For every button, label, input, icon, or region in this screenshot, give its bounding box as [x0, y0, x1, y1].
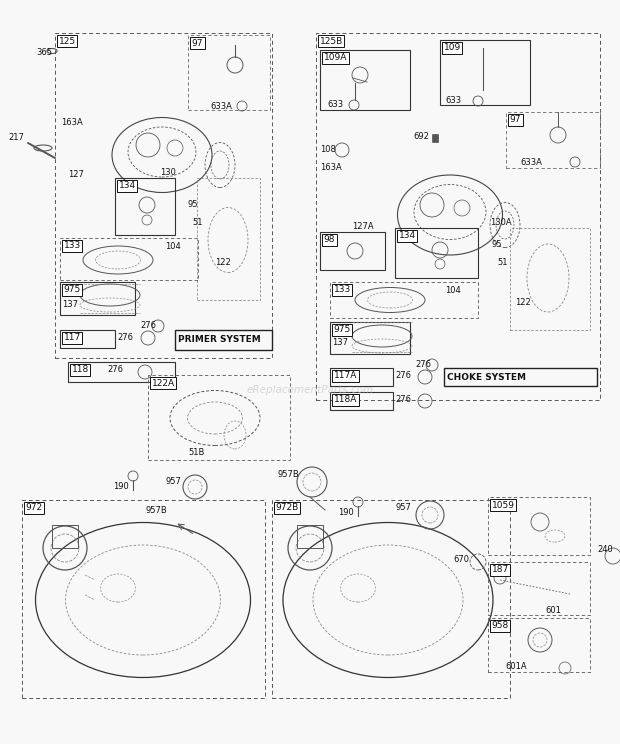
Bar [395, 228, 478, 278]
Text: 692: 692 [413, 132, 429, 141]
Text: 51B: 51B [188, 448, 205, 457]
Text: eReplacementParts.com: eReplacementParts.com [246, 385, 374, 395]
Text: 276: 276 [140, 321, 156, 330]
Bar [60, 282, 135, 315]
Text: 276: 276 [395, 371, 411, 380]
Bar [330, 322, 410, 354]
Text: 117A: 117A [334, 371, 357, 380]
Bar [115, 178, 175, 235]
Bar [68, 362, 175, 382]
Text: 958: 958 [492, 621, 509, 630]
Text: 975: 975 [334, 326, 351, 335]
Text: 975: 975 [63, 286, 81, 295]
Text: 125B: 125B [319, 36, 343, 45]
Text: 670: 670 [453, 555, 469, 564]
Text: 104: 104 [165, 242, 181, 251]
Text: 137: 137 [332, 338, 348, 347]
Text: 187: 187 [492, 565, 509, 574]
Text: 633: 633 [445, 96, 461, 105]
Text: 95: 95 [187, 200, 198, 209]
Text: 633: 633 [327, 100, 343, 109]
Bar [506, 112, 600, 168]
Text: 104: 104 [445, 286, 461, 295]
Bar [60, 330, 115, 348]
Bar [444, 368, 597, 386]
Bar [320, 50, 410, 110]
Text: 117: 117 [63, 333, 81, 342]
Bar [488, 497, 590, 555]
Text: 97: 97 [510, 115, 521, 124]
Bar [320, 232, 385, 270]
Text: 365: 365 [36, 48, 52, 57]
Bar [330, 368, 393, 386]
Text: 633A: 633A [520, 158, 542, 167]
Text: 122: 122 [515, 298, 531, 307]
Bar [148, 375, 290, 460]
Text: 276: 276 [395, 395, 411, 404]
Text: 134: 134 [118, 182, 136, 190]
Text: 190: 190 [338, 508, 354, 517]
Text: 276: 276 [107, 365, 123, 374]
Bar [272, 500, 510, 698]
Text: 133: 133 [63, 242, 81, 251]
Text: 190: 190 [113, 482, 129, 491]
Text: 633A: 633A [210, 102, 232, 111]
Text: 163A: 163A [320, 163, 342, 172]
Text: 133: 133 [334, 286, 351, 295]
Text: 957B: 957B [278, 470, 299, 479]
Text: 122: 122 [215, 258, 231, 267]
Text: 109: 109 [443, 43, 461, 53]
Bar [22, 500, 265, 698]
Text: 957: 957 [395, 503, 411, 512]
Text: 601A: 601A [505, 662, 526, 671]
Text: 125: 125 [58, 36, 76, 45]
Bar [330, 392, 393, 410]
Text: 163A: 163A [61, 118, 82, 127]
Text: 130A: 130A [490, 218, 511, 227]
Text: 276: 276 [415, 360, 431, 369]
Bar [316, 33, 600, 400]
Text: 122A: 122A [151, 379, 175, 388]
Bar [55, 33, 272, 358]
Text: 51: 51 [497, 258, 508, 267]
Text: 240: 240 [597, 545, 613, 554]
Text: 51: 51 [192, 218, 203, 227]
Text: 118A: 118A [334, 396, 357, 405]
Text: 127: 127 [68, 170, 84, 179]
Text: 130: 130 [160, 168, 176, 177]
Text: PRIMER SYSTEM: PRIMER SYSTEM [178, 336, 261, 344]
Bar [175, 330, 272, 350]
Text: 137: 137 [62, 300, 78, 309]
Bar [432, 134, 438, 142]
Text: 972: 972 [25, 504, 43, 513]
Text: CHOKE SYSTEM: CHOKE SYSTEM [447, 373, 526, 382]
Text: 98: 98 [324, 236, 335, 245]
Bar [488, 618, 590, 672]
Bar [188, 35, 270, 110]
Text: 217: 217 [8, 133, 24, 142]
Bar [488, 562, 590, 615]
Text: 601: 601 [545, 606, 561, 615]
Text: 957: 957 [165, 477, 181, 486]
Text: 1059: 1059 [492, 501, 515, 510]
Text: 972B: 972B [275, 504, 299, 513]
Bar [330, 282, 478, 318]
Bar [52, 525, 78, 548]
Text: 276: 276 [117, 333, 133, 342]
Bar [197, 178, 260, 300]
Text: 109A: 109A [324, 54, 347, 62]
Text: 127A: 127A [352, 222, 374, 231]
Text: 95: 95 [492, 240, 502, 249]
Text: 134: 134 [399, 231, 415, 240]
Text: 957B: 957B [145, 506, 167, 515]
Bar [510, 228, 590, 330]
Bar [440, 40, 530, 105]
Text: 108: 108 [320, 145, 336, 154]
Text: 118: 118 [71, 365, 89, 374]
Bar [60, 238, 198, 280]
Bar [297, 525, 323, 548]
Text: 97: 97 [192, 39, 203, 48]
